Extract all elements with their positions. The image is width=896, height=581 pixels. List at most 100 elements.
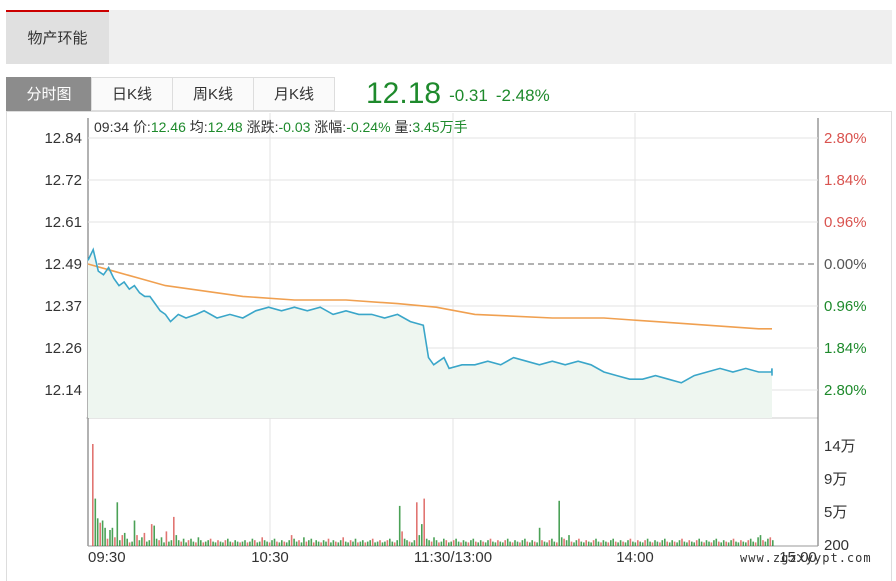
volume-bar — [128, 542, 131, 546]
volume-bar — [111, 527, 114, 546]
volume-bar — [489, 538, 492, 546]
volume-bar — [423, 498, 425, 546]
volume-bar — [536, 542, 538, 546]
volume-bar — [94, 498, 97, 546]
volume-bar — [538, 527, 541, 546]
volume-bar — [153, 525, 155, 546]
volume-bar — [440, 541, 443, 546]
price-line — [87, 247, 773, 384]
volume-bar — [295, 541, 298, 546]
volume-bar — [541, 540, 543, 546]
tab-intraday[interactable]: 分时图 — [6, 77, 92, 111]
volume-bar — [246, 542, 249, 546]
tab-monthly-k[interactable]: 月K线 — [253, 77, 335, 111]
tab-weekly-k[interactable]: 周K线 — [172, 77, 254, 111]
volume-bar — [560, 537, 563, 546]
volume-bar — [244, 540, 246, 546]
y-tick-left: 12.37 — [44, 298, 82, 315]
volume-bar — [207, 540, 209, 546]
volume-bar — [379, 540, 381, 546]
volume-bar — [366, 541, 369, 546]
volume-bar — [671, 540, 673, 546]
volume-bar — [256, 542, 259, 546]
volume-bar — [293, 538, 295, 546]
volume-bar — [452, 540, 455, 546]
volume-bar — [263, 540, 266, 546]
volume-bar — [659, 542, 661, 546]
volume-bar — [767, 538, 769, 546]
volume-bar — [308, 540, 310, 546]
volume-bar — [688, 540, 691, 546]
volume-bar — [509, 541, 511, 546]
volume-bar — [433, 537, 435, 546]
volume-bar — [462, 540, 465, 546]
volume-bar — [101, 520, 104, 546]
volume-bar — [214, 542, 217, 546]
volume-bar — [344, 541, 347, 546]
volume-bar — [303, 537, 305, 546]
volume-bar — [421, 524, 423, 546]
x-tick-label: 14:00 — [616, 549, 654, 566]
price-change-pct: -2.48% — [495, 86, 550, 105]
volume-bar — [614, 541, 617, 546]
volume-bar — [506, 538, 509, 546]
stock-name-tab[interactable]: 物产环能 — [6, 10, 109, 64]
volume-bar — [330, 542, 332, 546]
volume-bar — [718, 541, 720, 546]
volume-bar — [109, 530, 111, 546]
volume-bar — [239, 542, 241, 546]
volume-bar — [551, 538, 553, 546]
volume-bar — [354, 538, 357, 546]
volume-bar — [126, 538, 128, 546]
volume-bar — [288, 540, 290, 546]
volume-bar — [261, 537, 263, 546]
volume-bar — [99, 522, 101, 546]
volume-bar — [482, 541, 484, 546]
volume-bar — [192, 541, 195, 546]
volume-bar — [418, 535, 421, 546]
volume-bar — [396, 540, 398, 546]
volume-bar — [570, 541, 573, 546]
volume-bar — [148, 540, 151, 546]
volume-bar — [627, 540, 629, 546]
volume-bar — [641, 542, 644, 546]
price-area-fill — [88, 249, 772, 418]
volume-bar — [757, 537, 759, 546]
volume-bar — [448, 542, 450, 546]
volume-bar — [271, 540, 273, 546]
volume-bar — [143, 532, 146, 546]
volume-bar — [217, 540, 219, 546]
volume-bar — [445, 540, 448, 546]
volume-bar — [587, 541, 590, 546]
volume-bar — [548, 540, 551, 546]
volume-bar — [158, 540, 160, 546]
volume-bar — [772, 540, 774, 546]
volume-bar — [305, 541, 308, 546]
y-tick-right: 0.00% — [824, 256, 867, 273]
volume-bar — [558, 500, 560, 546]
volume-bar — [644, 540, 646, 546]
volume-bar — [362, 540, 364, 546]
volume-bar — [563, 538, 565, 546]
volume-bar — [312, 542, 315, 546]
y-tick-left: 12.14 — [44, 382, 82, 399]
volume-bar — [683, 541, 686, 546]
volume-bar — [465, 541, 467, 546]
volume-bar — [104, 527, 106, 546]
volume-bar — [229, 541, 232, 546]
volume-bar — [443, 538, 445, 546]
volume-bar — [347, 542, 349, 546]
volume-bar — [413, 540, 416, 546]
volume-bar — [369, 540, 371, 546]
volume-bar — [573, 542, 575, 546]
volume-bar — [224, 540, 227, 546]
volume-bar — [595, 538, 597, 546]
volume-bar — [273, 538, 276, 546]
volume-bar — [317, 541, 320, 546]
volume-bar — [600, 542, 602, 546]
volume-bar — [568, 535, 570, 546]
volume-bar — [131, 541, 133, 546]
volume-bar — [617, 542, 619, 546]
volume-bar — [713, 540, 715, 546]
y-tick-right: 2.80% — [824, 130, 867, 147]
